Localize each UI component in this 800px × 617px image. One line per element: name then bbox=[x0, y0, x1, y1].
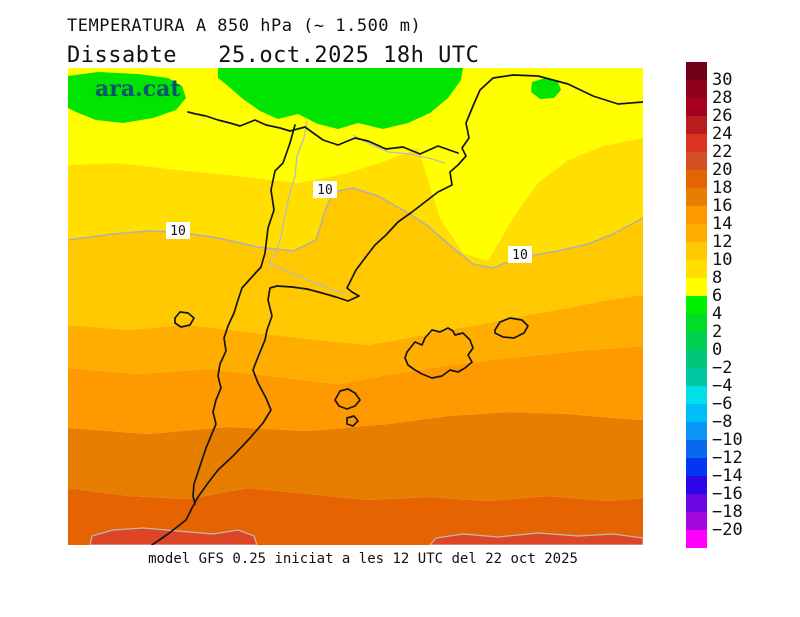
page-title: TEMPERATURA A 850 hPa (~ 1.500 m) bbox=[67, 16, 422, 36]
colorbar-segment bbox=[686, 332, 707, 350]
isotherm-label-box bbox=[313, 181, 337, 198]
isotherm-label: 10 bbox=[512, 248, 528, 263]
colorbar-tick-label: −6 bbox=[712, 394, 733, 414]
region-border-line bbox=[267, 120, 308, 265]
colorbar-segment bbox=[686, 170, 707, 188]
cold-air-patch bbox=[68, 72, 186, 123]
colorbar-segment bbox=[686, 278, 707, 296]
colorbar-tick-label: 30 bbox=[712, 70, 733, 90]
ara-cat-logo: ara.cat bbox=[95, 76, 181, 102]
coastline-border bbox=[494, 317, 529, 339]
colorbar-segment bbox=[686, 512, 707, 530]
colorbar-segment bbox=[686, 530, 707, 548]
colorbar-segment bbox=[686, 152, 707, 170]
colorbar-tick-label: −8 bbox=[712, 412, 733, 432]
colorbar-segment bbox=[686, 458, 707, 476]
coastline-border bbox=[174, 311, 195, 328]
colorbar-tick-label: 26 bbox=[712, 106, 733, 126]
colorbar-segment bbox=[686, 314, 707, 332]
colorbar-segment bbox=[686, 134, 707, 152]
coastline-border bbox=[404, 327, 474, 379]
colorbar-tick-label: −2 bbox=[712, 358, 733, 378]
colorbar-tick-label: 12 bbox=[712, 232, 733, 252]
colorbar-tick-label: 4 bbox=[712, 304, 723, 324]
colorbar-tick-label: 22 bbox=[712, 142, 733, 162]
colorbar-tick-label: 20 bbox=[712, 160, 733, 180]
colorbar-tick-label: 6 bbox=[712, 286, 723, 306]
temperature-band bbox=[68, 488, 643, 545]
colorbar-tick-label: 8 bbox=[712, 268, 723, 288]
colorbar-tick-label: 18 bbox=[712, 178, 733, 198]
colorbar-segment bbox=[686, 386, 707, 404]
colorbar-segment bbox=[686, 224, 707, 242]
page-subtitle: Dissabte 25.oct.2025 18h UTC bbox=[67, 43, 480, 68]
temperature-colorbar bbox=[686, 62, 707, 548]
temperature-band bbox=[68, 295, 643, 384]
colorbar-segment bbox=[686, 260, 707, 278]
colorbar-tick-label: 28 bbox=[712, 88, 733, 108]
isotherm-label: 10 bbox=[170, 224, 186, 239]
temperature-band bbox=[68, 138, 643, 268]
colorbar-segment bbox=[686, 476, 707, 494]
temperature-band bbox=[68, 68, 643, 261]
warm-air-patch bbox=[428, 532, 644, 546]
model-info-footer: model GFS 0.25 iniciat a les 12 UTC del … bbox=[148, 551, 578, 567]
colorbar-segment bbox=[686, 242, 707, 260]
region-border-line bbox=[352, 134, 446, 164]
colorbar-segment bbox=[686, 494, 707, 512]
warm-air-patch bbox=[89, 527, 258, 546]
colorbar-tick-label: 16 bbox=[712, 196, 733, 216]
colorbar-segment bbox=[686, 422, 707, 440]
colorbar-segment bbox=[686, 350, 707, 368]
isotherm-label-box bbox=[166, 222, 190, 239]
colorbar-segment bbox=[686, 368, 707, 386]
isotherm-label-box bbox=[508, 246, 532, 263]
colorbar-tick-label: −14 bbox=[712, 466, 743, 486]
colorbar-tick-label: 0 bbox=[712, 340, 723, 360]
isotherm-line-10 bbox=[67, 187, 644, 269]
coastline-border bbox=[346, 415, 359, 427]
colorbar-tick-label: −16 bbox=[712, 484, 743, 504]
cold-air-patch bbox=[218, 68, 463, 129]
colorbar-segment bbox=[686, 188, 707, 206]
colorbar-segment bbox=[686, 80, 707, 98]
colorbar-tick-label: −4 bbox=[712, 376, 733, 396]
colorbar-segment bbox=[686, 116, 707, 134]
colorbar-tick-label: −12 bbox=[712, 448, 743, 468]
temperature-band bbox=[68, 346, 643, 434]
colorbar-tick-label: 14 bbox=[712, 214, 733, 234]
colorbar-segment bbox=[686, 404, 707, 422]
coastline-border bbox=[151, 74, 644, 546]
temperature-band bbox=[68, 188, 643, 345]
isotherm-label: 10 bbox=[317, 183, 333, 198]
colorbar-tick-label: −20 bbox=[712, 520, 743, 540]
colorbar-segment bbox=[686, 98, 707, 116]
colorbar-segment bbox=[686, 62, 707, 80]
colorbar-segment bbox=[686, 440, 707, 458]
temperature-map: 10 10 10 bbox=[67, 68, 644, 546]
temperature-map-canvas: 10 10 10 bbox=[67, 68, 644, 546]
colorbar-tick-label: −18 bbox=[712, 502, 743, 522]
colorbar-tick-label: −10 bbox=[712, 430, 743, 450]
coastline-border bbox=[334, 388, 361, 410]
colorbar-segment bbox=[686, 206, 707, 224]
coastline-border bbox=[187, 111, 459, 155]
colorbar-tick-label: 24 bbox=[712, 124, 733, 144]
coastline-border bbox=[192, 124, 296, 505]
colorbar-segment bbox=[686, 296, 707, 314]
region-border-line bbox=[267, 263, 348, 295]
colorbar-tick-label: 2 bbox=[712, 322, 723, 342]
colorbar-tick-label: 10 bbox=[712, 250, 733, 270]
cold-air-patch bbox=[531, 78, 561, 99]
